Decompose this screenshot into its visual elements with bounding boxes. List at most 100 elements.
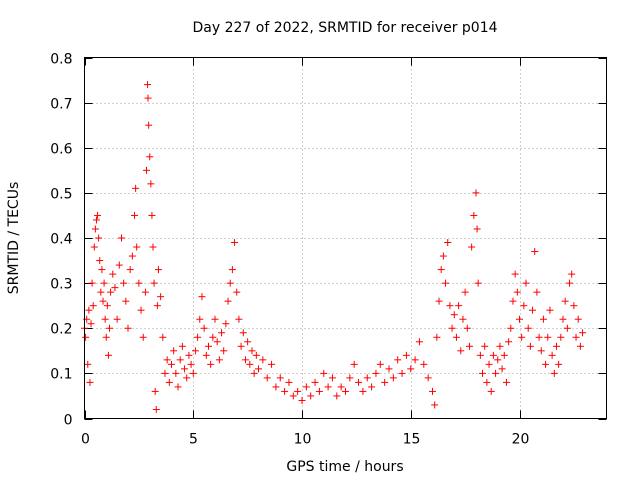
data-point [259,356,267,364]
data-point [95,234,103,242]
x-tick-labels: 0 5 10 15 20 [81,432,529,448]
data-point [465,342,473,350]
data-point [124,324,132,332]
data-point [84,360,92,368]
data-point [542,360,550,368]
data-point [148,211,156,219]
data-point [117,234,125,242]
data-point [246,360,254,368]
data-point [272,383,280,391]
data-point [496,342,504,350]
data-point [91,225,99,233]
x-axis-label: GPS time / hours [286,459,403,475]
data-point [437,266,445,274]
data-point [546,306,554,314]
y-tick-label: 0.1 [50,367,72,383]
data-point [433,333,441,341]
data-point [572,333,580,341]
data-point [109,270,117,278]
data-point [263,374,271,382]
data-point [154,266,162,274]
data-point [576,342,584,350]
data-point [237,342,245,350]
data-point [170,347,178,355]
data-point [187,360,195,368]
y-tick-label: 0.7 [50,97,72,113]
data-point [99,297,107,305]
data-point [150,279,158,287]
data-point [498,365,506,373]
data-point [153,302,161,310]
data-point [552,342,560,350]
data-point [452,333,460,341]
data-point [289,392,297,400]
data-point [90,243,98,251]
data-point [191,347,199,355]
x-tick-label: 0 [81,432,90,448]
y-tick-label: 0.8 [50,52,72,68]
data-point [529,306,537,314]
data-point [103,302,111,310]
y-tick-labels: 0 0.1 0.2 0.3 0.4 0.5 0.6 0.7 0.8 [50,52,72,429]
data-point [363,374,371,382]
data-point [120,279,128,287]
data-point [516,315,523,323]
data-point [228,266,236,274]
data-point [218,329,226,337]
data-point [511,270,519,278]
data-point [505,338,513,346]
data-point [342,387,349,395]
data-point [98,266,106,274]
data-point [398,369,406,377]
data-point [107,288,115,296]
data-point [92,216,100,224]
data-point [424,374,432,382]
data-point [226,279,234,287]
data-point [139,333,147,341]
data-point [394,356,402,364]
data-point [241,356,249,364]
data-point [520,302,528,310]
data-point [333,392,341,400]
data-point [94,211,102,219]
data-point [476,351,484,359]
data-point [487,387,495,395]
data-point [557,333,565,341]
data-point [113,315,121,323]
data-point [137,306,145,314]
data-point [104,351,112,359]
data-point [96,257,104,265]
data-point [446,302,454,310]
data-point [407,365,415,373]
data-point [106,324,114,332]
data-point [89,302,97,310]
data-point [302,383,310,391]
data-point [174,383,182,391]
data-point [298,396,306,404]
data-point [579,329,587,337]
data-point [381,378,389,386]
data-point [411,356,419,364]
data-point [461,288,469,296]
data-point [539,315,547,323]
data-point [389,374,397,382]
data-point [555,360,563,368]
data-point [87,320,95,328]
data-point [535,333,543,341]
data-point [337,383,345,391]
data-point [222,320,230,328]
data-point [250,369,258,377]
x-tick-label: 10 [294,432,312,448]
data-point [481,342,489,350]
data-point [200,324,208,332]
plot-frame [84,57,607,419]
grid-lines [84,57,607,419]
data-point [513,288,521,296]
data-point [518,333,526,341]
data-point [328,374,336,382]
data-point [435,297,443,305]
data-point [231,239,239,247]
data-point [566,279,574,287]
data-point [524,324,532,332]
